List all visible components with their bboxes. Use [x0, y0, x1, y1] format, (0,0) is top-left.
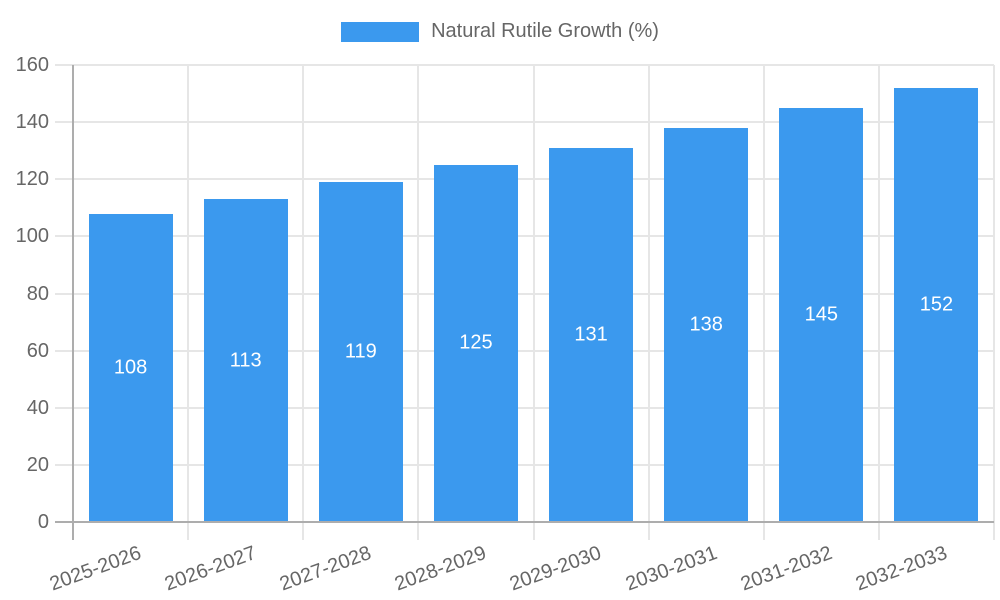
y-axis-label: 140 — [15, 111, 49, 134]
x-axis-label: 2030-2031 — [622, 542, 720, 596]
bar-value-label: 108 — [113, 356, 148, 379]
bar-value-label: 145 — [804, 303, 838, 326]
y-axis-label: 40 — [26, 396, 49, 419]
bar: 145 — [779, 107, 864, 522]
bar-value-label: 125 — [459, 331, 493, 354]
h-gridline — [55, 463, 994, 466]
v-gridline — [187, 65, 190, 540]
x-axis-line — [55, 521, 994, 523]
h-gridline — [55, 235, 994, 238]
bar-value-label: 119 — [344, 340, 377, 363]
v-gridline — [993, 65, 995, 540]
bar-value-label: 152 — [919, 293, 954, 316]
x-axis-label: 2028-2029 — [392, 542, 490, 596]
x-axis-label: 2025-2026 — [46, 542, 145, 596]
x-axis-label: 2032-2033 — [852, 542, 950, 596]
x-axis-label: 2031-2032 — [737, 542, 835, 596]
y-axis-label: 60 — [26, 339, 49, 362]
y-axis-label: 160 — [15, 54, 49, 76]
x-axis-label: 2026-2027 — [161, 542, 260, 596]
v-gridline — [647, 65, 650, 540]
bar: 119 — [318, 182, 403, 522]
legend: Natural Rutile Growth (%) — [0, 20, 1000, 43]
h-gridline — [55, 121, 994, 124]
h-gridline — [55, 406, 994, 409]
legend-item[interactable]: Natural Rutile Growth (%) — [341, 20, 659, 43]
y-axis-label: 80 — [26, 282, 49, 305]
bar: 108 — [88, 213, 173, 522]
v-gridline — [417, 65, 420, 540]
h-gridline — [55, 292, 994, 295]
v-gridline — [762, 65, 765, 540]
v-gridline — [532, 65, 535, 540]
bar-value-label: 131 — [574, 323, 608, 346]
bar: 131 — [549, 147, 634, 522]
bar: 125 — [433, 164, 518, 522]
v-gridline — [877, 65, 880, 540]
bar-value-label: 138 — [689, 313, 723, 336]
bar: 138 — [664, 127, 749, 522]
v-gridline — [302, 65, 305, 540]
y-axis-label: 0 — [37, 511, 49, 533]
bar: 152 — [894, 87, 979, 522]
h-gridline — [55, 349, 994, 352]
x-axis-label: 2027-2028 — [276, 542, 375, 596]
bar: 113 — [203, 199, 288, 522]
y-axis-label: 100 — [15, 225, 49, 248]
h-gridline — [55, 178, 994, 181]
legend-swatch-icon — [341, 21, 420, 42]
legend-label: Natural Rutile Growth (%) — [431, 20, 659, 42]
y-axis-label: 20 — [26, 453, 49, 476]
y-axis-line — [72, 65, 74, 540]
bar-value-label: 113 — [229, 349, 262, 372]
y-axis-label: 120 — [15, 168, 49, 191]
x-axis-label: 2029-2030 — [507, 542, 605, 596]
h-gridline — [55, 64, 994, 66]
